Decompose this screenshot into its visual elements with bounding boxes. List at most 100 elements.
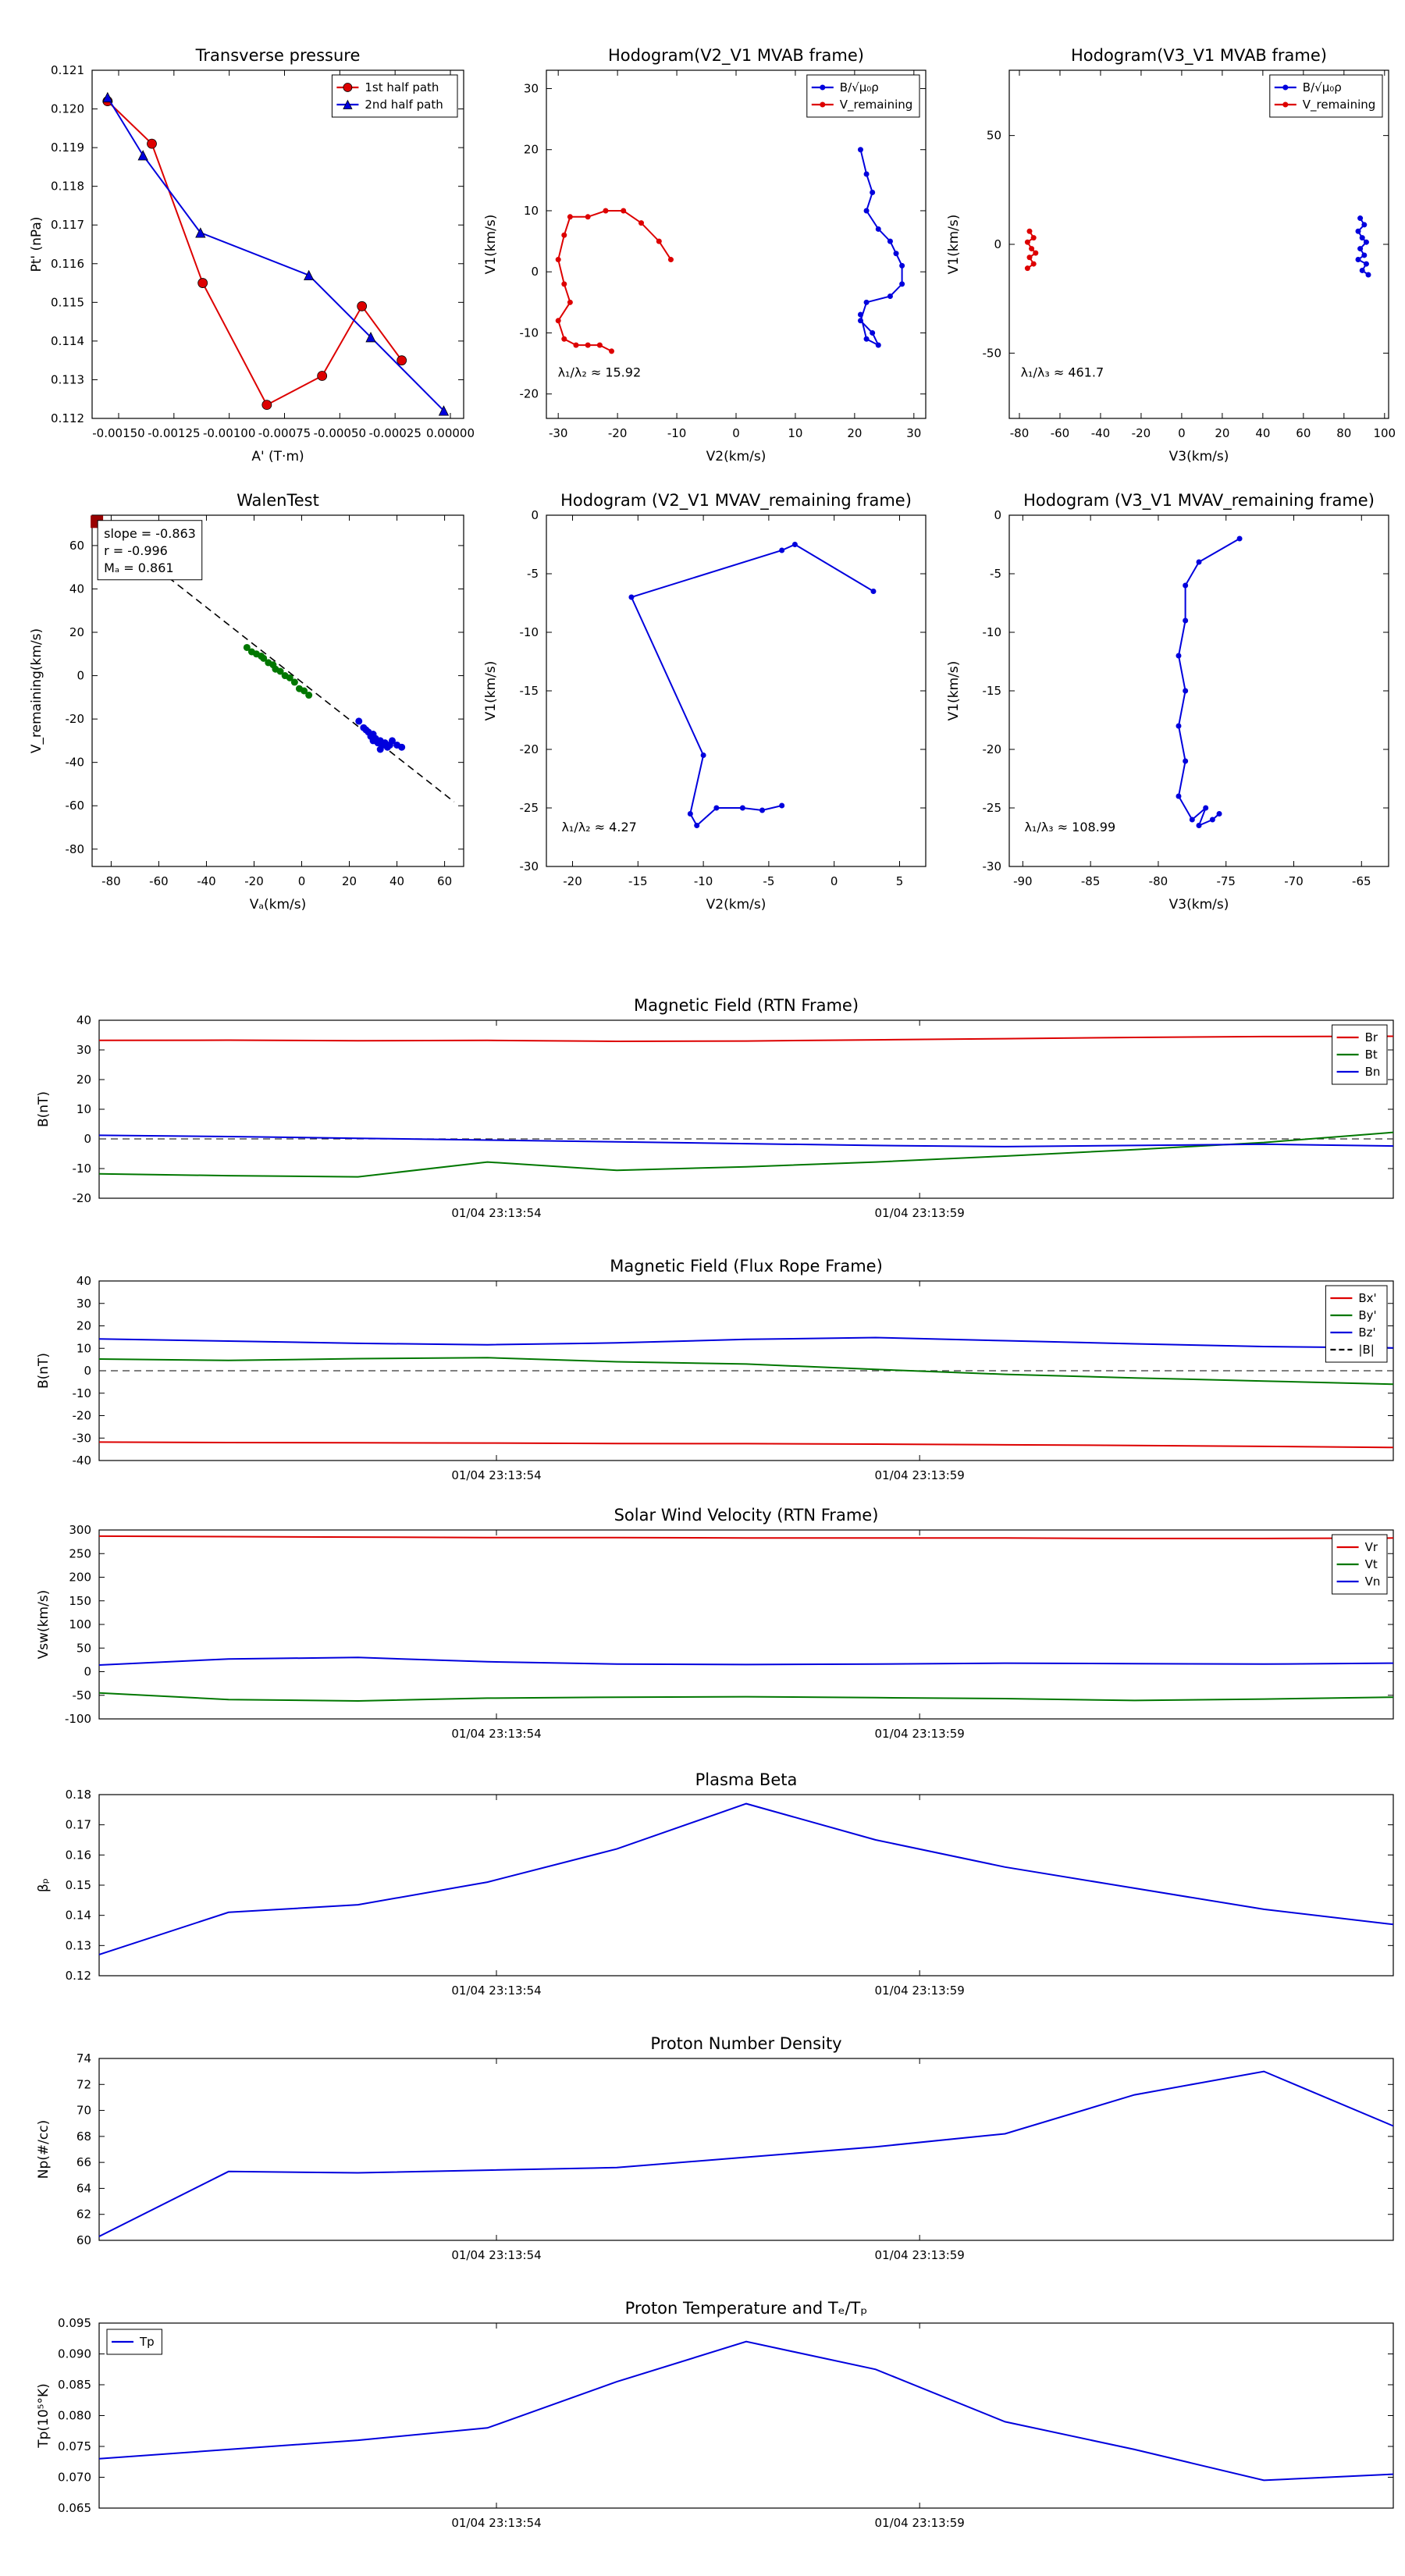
legend-label: Vt: [1365, 1557, 1378, 1571]
x-tick-label: -60: [149, 874, 169, 888]
legend: [806, 74, 920, 118]
y-tick-label: -25: [983, 801, 1002, 815]
marker-dot: [585, 342, 591, 348]
x-tick-label: 5: [896, 874, 904, 888]
marker-dot: [1183, 617, 1189, 624]
marker-dot: [1355, 228, 1361, 234]
chart-proton-temperature: 01/04 23:13:54 01/04 23:13:59 0.065 0.070 0.…: [36, 2299, 1394, 2530]
marker-dot: [1183, 582, 1189, 589]
y-axis-label: V1(km/s): [946, 215, 962, 275]
marker-dot: [1365, 272, 1371, 278]
marker-dot: [1030, 235, 1037, 241]
marker-dot: [1357, 246, 1364, 252]
series-Bz': [98, 1336, 1394, 1349]
marker-triangle: [365, 332, 376, 343]
marker-dot: [621, 208, 627, 214]
y-tick-label: 40: [69, 582, 84, 596]
x-tick-label: -65: [1352, 874, 1371, 888]
marker-dot: [739, 805, 745, 811]
marker-dot: [1363, 261, 1369, 267]
chart-title: Hodogram (V3_V1 MVAV_remaining frame): [1023, 491, 1375, 511]
stats-line: r = -0.996: [104, 543, 168, 558]
x-tick-label: 01/04 23:13:54: [451, 1984, 541, 1998]
x-tick-label: 0: [831, 874, 838, 888]
y-tick-label: -20: [73, 1191, 92, 1205]
y-tick-label: 300: [69, 1523, 91, 1537]
marker-dot: [857, 147, 863, 153]
y-tick-label: -30: [73, 1431, 92, 1445]
marker-dot: [1236, 535, 1243, 542]
y-tick-label: 0: [76, 669, 84, 683]
legend: [1269, 74, 1383, 118]
marker-dot: [638, 220, 644, 226]
marker-dot: [1024, 239, 1030, 245]
y-tick-label: 0: [994, 237, 1001, 251]
marker-dot: [1189, 817, 1195, 823]
chart-title: WalenTest: [237, 491, 319, 510]
chart-hodogram-v3v1-mvab: -80 -60 -40 -20 0 20 40 60 80 100 -50 0 50 Hodogram(V…: [946, 46, 1396, 464]
y-tick-label: 0.117: [51, 218, 84, 232]
legend-label: Vn: [1365, 1574, 1381, 1589]
marker-dot: [887, 238, 893, 244]
x-tick-label: -40: [197, 874, 216, 888]
chart-proton-number-density: 01/04 23:13:54 01/04 23:13:59 60 62 64 66 68 70…: [36, 2034, 1394, 2262]
legend-label: V_remaining: [1303, 98, 1376, 112]
x-tick-label: -90: [1013, 874, 1033, 888]
series-Np: [98, 2070, 1394, 2237]
marker-dot: [863, 336, 870, 342]
x-tick-label: -20: [563, 874, 582, 888]
legend-label: Vr: [1365, 1540, 1378, 1554]
y-tick-label: 0: [531, 508, 539, 522]
y-tick-label: 0.119: [51, 141, 84, 155]
x-tick-label: 01/04 23:13:59: [874, 1984, 964, 1998]
marker-dot: [667, 257, 674, 263]
chart-title: Hodogram(V3_V1 MVAB frame): [1071, 46, 1327, 66]
x-tick-label: 0.00000: [426, 426, 475, 440]
y-tick-label: 0: [84, 1132, 91, 1146]
marker-dot: [243, 643, 251, 651]
marker-dot: [759, 807, 766, 813]
y-tick-label: 0.115: [51, 295, 84, 309]
marker-dot: [585, 214, 591, 220]
y-tick-label: 0.14: [66, 1909, 91, 1923]
legend-label: Tp: [139, 2335, 155, 2349]
legend-label: Bx': [1358, 1291, 1376, 1305]
marker-dot: [561, 336, 567, 342]
y-tick-label: 0.113: [51, 372, 84, 386]
y-tick-label: -50: [73, 1688, 92, 1703]
marker-circle: [261, 400, 272, 411]
x-tick-label: -5: [763, 874, 774, 888]
y-tick-label: -10: [520, 326, 539, 340]
y-axis-label: Np(#/cc): [36, 2120, 52, 2179]
marker-dot: [567, 299, 573, 305]
series-Bn: [98, 1134, 1394, 1147]
marker-dot: [573, 342, 579, 348]
y-tick-label: 50: [76, 1641, 91, 1655]
marker-dot: [857, 311, 863, 318]
marker-dot: [1026, 228, 1033, 234]
marker-dot: [1183, 688, 1189, 694]
series-By': [98, 1357, 1394, 1386]
y-tick-label: -25: [520, 801, 539, 815]
marker-dot: [301, 687, 308, 695]
chart-hodogram-v2v1-mvav: -20 -15 -10 -5 0 5 -30 -25 -20 -15 -10 -5 0 Hodogram …: [483, 491, 927, 913]
marker-dot: [893, 251, 899, 257]
y-tick-label: -5: [527, 567, 539, 581]
y-tick-label: 0.16: [66, 1848, 91, 1862]
chart-title: Hodogram(V2_V1 MVAB frame): [608, 46, 864, 66]
marker-dot: [1216, 811, 1222, 817]
annotation: λ₁/λ₂ ≈ 15.92: [558, 365, 642, 379]
marker-dot: [1030, 261, 1037, 267]
y-axis-label: Pt' (nPa): [29, 217, 44, 272]
axes-frame: [98, 1794, 1394, 1976]
y-tick-label: -100: [65, 1712, 91, 1726]
y-tick-label: 60: [76, 2233, 91, 2247]
y-axis-label: V1(km/s): [483, 215, 499, 275]
marker-dot: [276, 667, 284, 675]
marker-dot: [1359, 267, 1365, 273]
x-tick-label: 20: [847, 426, 862, 440]
series-Br: [98, 1035, 1394, 1043]
chart-title: Proton Temperature and Tₑ/Tₚ: [625, 2299, 868, 2318]
x-tick-label: -20: [244, 874, 264, 888]
x-tick-label: -15: [628, 874, 648, 888]
